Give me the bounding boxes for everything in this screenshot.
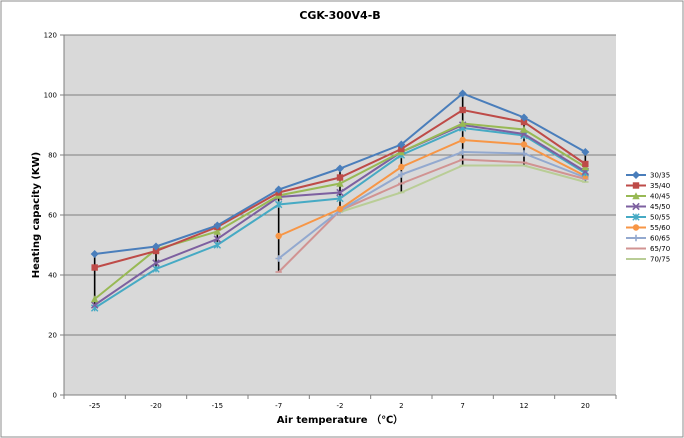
legend-item-30/35: 30/35 bbox=[626, 171, 670, 180]
y-tick-label-60: 60 bbox=[48, 212, 57, 220]
x-tick-label--7: -7 bbox=[275, 402, 282, 410]
x-tick-label--2: -2 bbox=[337, 402, 344, 410]
y-tick-label-80: 80 bbox=[48, 152, 57, 160]
point-55/60--7 bbox=[275, 232, 282, 240]
legend-label-30/35: 30/35 bbox=[650, 172, 670, 180]
point-40/45--2 bbox=[336, 179, 344, 187]
chart-title: CGK-300V4-B bbox=[299, 9, 380, 22]
y-tick-label-40: 40 bbox=[48, 272, 57, 280]
point-30/35--25 bbox=[90, 250, 99, 258]
point-40/45--15 bbox=[213, 227, 222, 235]
series-30/35 bbox=[90, 89, 590, 258]
legend-label-55/60: 55/60 bbox=[650, 224, 670, 232]
y-tick-label-120: 120 bbox=[44, 32, 57, 40]
point-30/35-7 bbox=[458, 89, 467, 98]
y-tick-label-100: 100 bbox=[44, 92, 57, 100]
x-tick-label-20: 20 bbox=[581, 402, 590, 410]
x-axis-label: Air temperature （℃） bbox=[277, 413, 403, 426]
x-tick-label-2: 2 bbox=[399, 402, 403, 410]
legend-item-50/55: 50/55 bbox=[626, 213, 670, 222]
point-45/50--20 bbox=[152, 259, 160, 267]
legend-label-70/75: 70/75 bbox=[650, 256, 670, 264]
point-30/35-12 bbox=[520, 113, 528, 122]
legend-item-65/70: 65/70 bbox=[626, 245, 670, 253]
point-50/55--20 bbox=[152, 265, 160, 273]
legend-marker-45/50 bbox=[632, 202, 640, 211]
point-60/65-12 bbox=[520, 150, 528, 157]
point-35/40-20 bbox=[582, 160, 589, 168]
point-35/40-7 bbox=[459, 106, 466, 114]
legend-marker-40/45 bbox=[632, 192, 640, 200]
point-50/55--15 bbox=[213, 241, 222, 249]
x-tick-label--25: -25 bbox=[89, 402, 100, 410]
point-45/50--2 bbox=[336, 188, 344, 197]
point-30/35--2 bbox=[336, 164, 344, 173]
y-axis-ticks: 0 20 40 60 80 100 120 bbox=[44, 32, 64, 400]
point-55/60-12 bbox=[520, 141, 528, 148]
point-45/50--25 bbox=[90, 301, 99, 309]
point-30/35-2 bbox=[397, 140, 406, 149]
point-35/40--2 bbox=[336, 174, 344, 181]
legend-item-45/50: 45/50 bbox=[626, 202, 670, 211]
point-60/65-2 bbox=[398, 171, 405, 178]
x-tick-label-7: 7 bbox=[460, 402, 464, 410]
point-50/55--7 bbox=[274, 200, 283, 209]
series-line-60/65 bbox=[278, 150, 586, 260]
point-55/60--2 bbox=[336, 205, 344, 213]
point-50/55--2 bbox=[336, 194, 344, 203]
point-30/35--20 bbox=[152, 242, 160, 251]
point-35/40--25 bbox=[91, 264, 98, 271]
point-35/40-12 bbox=[520, 118, 528, 126]
point-45/50--15 bbox=[213, 235, 222, 243]
legend-marker-30/35 bbox=[632, 171, 640, 179]
point-30/35-20 bbox=[581, 148, 590, 156]
point-30/35--7 bbox=[274, 185, 283, 194]
legend-item-35/40: 35/40 bbox=[626, 182, 670, 190]
point-30/35--15 bbox=[213, 221, 222, 230]
series-line-65/70 bbox=[277, 158, 586, 273]
point-40/45-12 bbox=[520, 125, 528, 133]
legend-marker-50/55 bbox=[632, 213, 640, 221]
x-tick-label--15: -15 bbox=[212, 402, 223, 410]
legend-item-70/75: 70/75 bbox=[626, 256, 670, 264]
x-tick-label-12: 12 bbox=[520, 402, 529, 410]
x-axis-ticks: -25 -20 -15 -7 -2 2 7 12 20 bbox=[63, 395, 617, 410]
point-55/60-7 bbox=[459, 136, 466, 144]
point-60/65-7 bbox=[459, 148, 466, 156]
legend-label-65/70: 65/70 bbox=[650, 245, 670, 253]
legend-label-45/50: 45/50 bbox=[650, 203, 670, 211]
legend-marker-35/40 bbox=[632, 182, 640, 189]
legend-label-35/40: 35/40 bbox=[650, 182, 670, 190]
legend-item-55/60: 55/60 bbox=[626, 224, 670, 232]
point-60/65--7 bbox=[275, 255, 282, 262]
legend-label-40/45: 40/45 bbox=[650, 193, 670, 201]
y-axis-label: Heating capacity (KW) bbox=[31, 152, 42, 279]
point-40/45--25 bbox=[90, 295, 99, 303]
y-tick-label-0: 0 bbox=[53, 392, 57, 400]
legend-marker-60/65 bbox=[632, 234, 640, 242]
legend-item-60/65: 60/65 bbox=[626, 235, 670, 243]
legend-label-60/65: 60/65 bbox=[650, 235, 670, 243]
legend: 30/35 35/40 40/45 45/50 50/55 55/60 60/65 65/70… bbox=[626, 171, 670, 264]
series-group bbox=[90, 89, 590, 312]
legend-item-40/45: 40/45 bbox=[626, 192, 670, 201]
legend-marker-55/60 bbox=[632, 224, 640, 231]
series-line-55/60 bbox=[278, 138, 586, 237]
point-55/60-2 bbox=[398, 163, 405, 171]
x-tick-label--20: -20 bbox=[150, 402, 161, 410]
point-40/45-7 bbox=[458, 119, 467, 127]
point-35/40-2 bbox=[398, 145, 405, 153]
gridlines bbox=[63, 34, 616, 396]
series-45/50 bbox=[90, 121, 590, 309]
y-tick-label-20: 20 bbox=[48, 332, 57, 340]
point-35/40--20 bbox=[152, 247, 160, 255]
legend-label-50/55: 50/55 bbox=[650, 214, 670, 222]
